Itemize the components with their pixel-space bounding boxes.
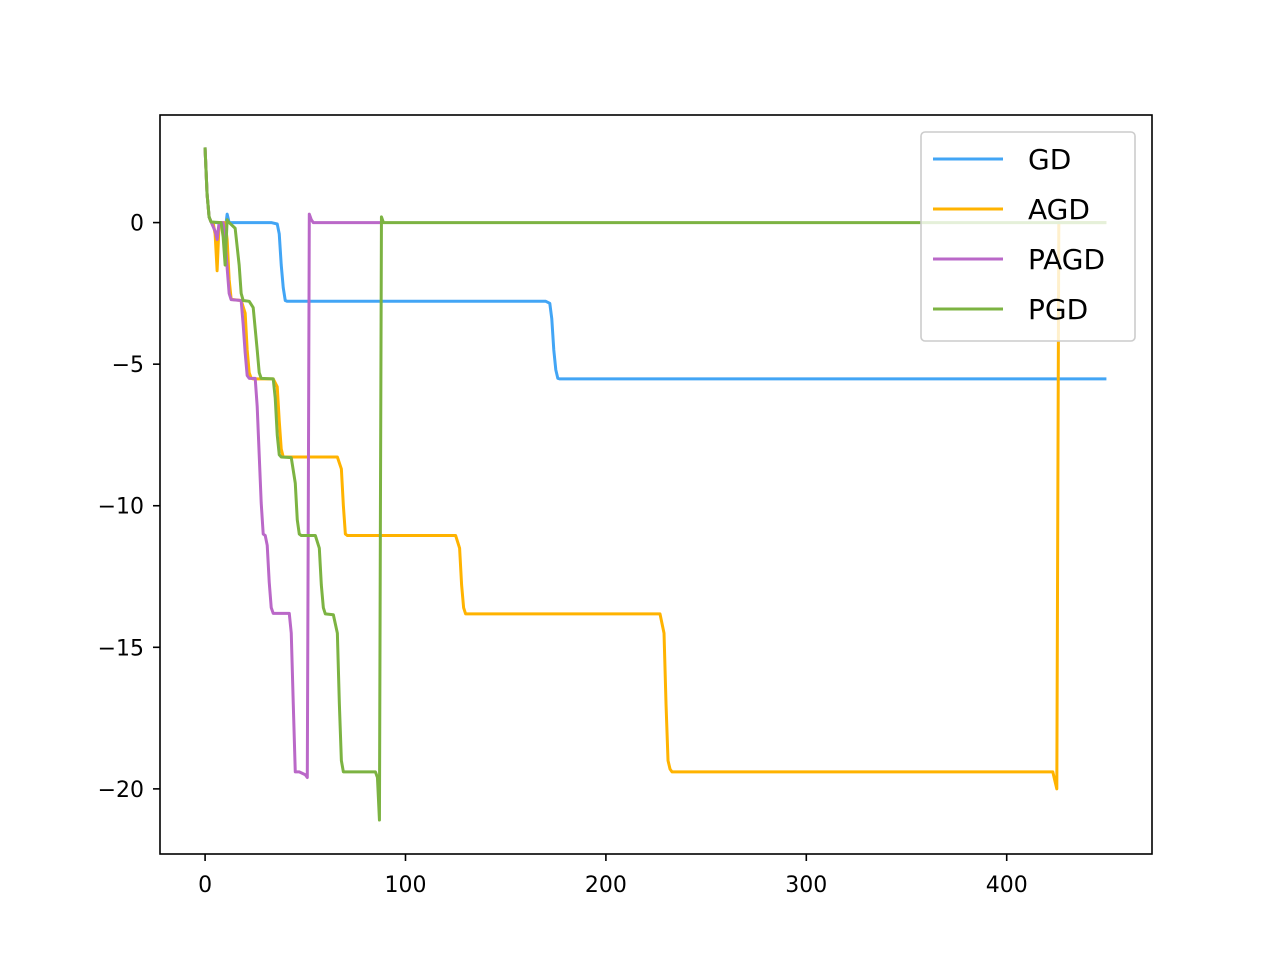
y-tick-label: −20 xyxy=(98,778,144,803)
legend-label-pgd: PGD xyxy=(1028,293,1088,326)
y-tick-label: 0 xyxy=(130,212,144,237)
y-tick-label: −5 xyxy=(112,353,144,378)
x-tick-label: 300 xyxy=(785,873,827,898)
legend-label-gd: GD xyxy=(1028,143,1071,176)
x-axis: 0 100 200 300 400 xyxy=(198,854,1028,898)
plot-area-frame xyxy=(159,114,1153,855)
x-tick-label: 0 xyxy=(198,873,212,898)
legend-box xyxy=(920,131,1136,342)
legend-label-agd: AGD xyxy=(1028,193,1090,226)
legend: GD AGD PAGD PGD xyxy=(920,131,1136,342)
y-tick-label: −15 xyxy=(98,636,144,661)
x-tick-label: 100 xyxy=(384,873,426,898)
y-tick-label: −10 xyxy=(98,495,144,520)
x-tick-label: 400 xyxy=(986,873,1028,898)
x-tick-label: 200 xyxy=(585,873,627,898)
y-axis: 0 −5 −10 −15 −20 xyxy=(98,212,160,803)
legend-label-pagd: PAGD xyxy=(1028,243,1105,276)
series-line-pgd xyxy=(203,147,1107,822)
series-lines xyxy=(203,147,1107,822)
